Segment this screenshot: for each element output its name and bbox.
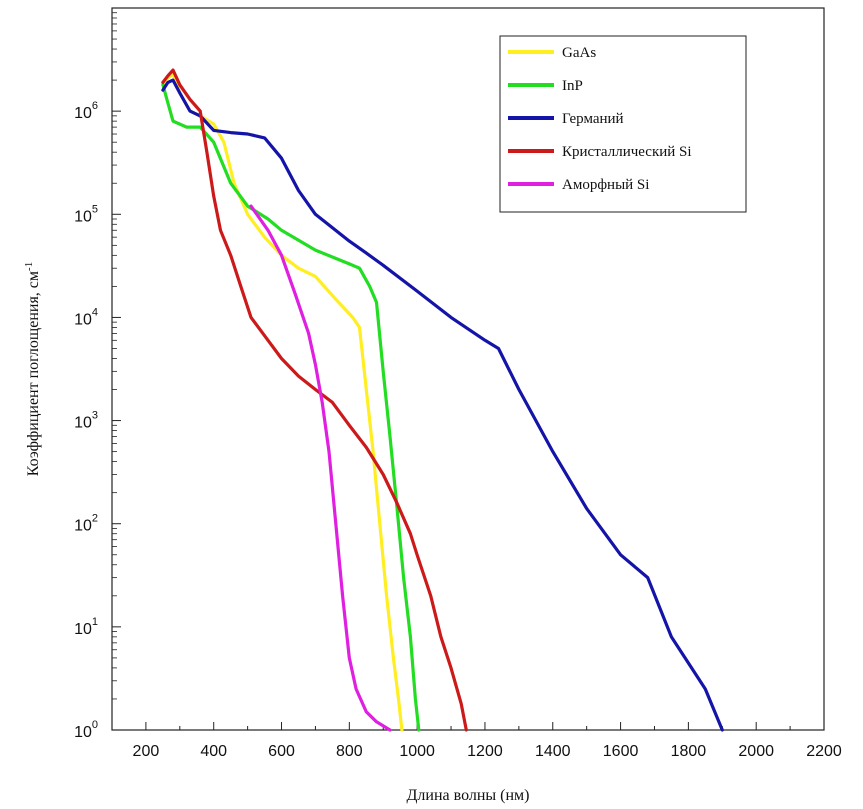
y-tick-label: 102 xyxy=(74,513,98,535)
x-tick-label: 1600 xyxy=(603,743,639,760)
y-tick-base: 10 xyxy=(74,621,92,638)
y-tick-label: 105 xyxy=(74,203,98,225)
x-tick-label: 400 xyxy=(200,743,227,760)
y-tick-exponent: 5 xyxy=(92,203,98,215)
y-tick-exponent: 1 xyxy=(92,616,98,628)
x-tick-label: 2200 xyxy=(806,743,842,760)
x-axis-title: Длина волны (нм) xyxy=(407,787,530,804)
series-line-3 xyxy=(161,68,468,732)
series-line-1 xyxy=(161,83,421,732)
x-tick-label: 1000 xyxy=(399,743,435,760)
y-tick-base: 10 xyxy=(74,415,92,432)
x-tick-label: 800 xyxy=(336,743,363,760)
y-tick-exponent: 3 xyxy=(92,410,98,422)
y-tick-exponent: 2 xyxy=(92,513,98,525)
y-axis-title-main: Коэффициент поглощения, см xyxy=(25,271,42,476)
y-tick-exponent: 4 xyxy=(92,306,98,318)
series-layer xyxy=(161,68,724,732)
y-tick-base: 10 xyxy=(74,724,92,741)
plot-area-frame xyxy=(111,7,825,731)
series-line-0 xyxy=(161,72,404,732)
y-tick-base: 10 xyxy=(74,105,92,122)
series-line-2 xyxy=(161,78,724,732)
x-tick-label: 1800 xyxy=(671,743,707,760)
y-tick-base: 10 xyxy=(74,311,92,328)
x-tick-label: 1400 xyxy=(535,743,571,760)
y-tick-exponent: 6 xyxy=(92,100,98,112)
series-line-4 xyxy=(249,204,392,732)
legend: GaAs InP Германий Кристаллический Si Аморфны… xyxy=(499,35,747,213)
y-tick-label: 103 xyxy=(74,410,98,432)
legend-label-3: Кристаллический Si xyxy=(562,144,692,160)
y-tick-label: 100 xyxy=(74,719,98,741)
y-tick-base: 10 xyxy=(74,518,92,535)
legend-label-1: InP xyxy=(562,78,583,94)
x-tick-label: 200 xyxy=(133,743,160,760)
y-axis-title: Коэффициент поглощения, см-1 xyxy=(23,262,42,476)
x-tick-label: 2000 xyxy=(738,743,774,760)
y-tick-base: 10 xyxy=(74,208,92,225)
x-tick-label: 600 xyxy=(268,743,295,760)
y-tick-label: 101 xyxy=(74,616,98,638)
legend-label-2: Германий xyxy=(562,111,624,127)
legend-label-4: Аморфный Si xyxy=(562,177,649,193)
legend-label-0: GaAs xyxy=(562,45,596,61)
y-axis-title-superscript: -1 xyxy=(23,262,35,271)
y-tick-label: 104 xyxy=(74,306,98,328)
y-tick-exponent: 0 xyxy=(92,719,98,731)
y-tick-label: 106 xyxy=(74,100,98,122)
axes: 200 400 600 800 1000 1200 1400 1600 1800 2000 2200… xyxy=(74,12,842,760)
x-tick-label: 1200 xyxy=(467,743,503,760)
